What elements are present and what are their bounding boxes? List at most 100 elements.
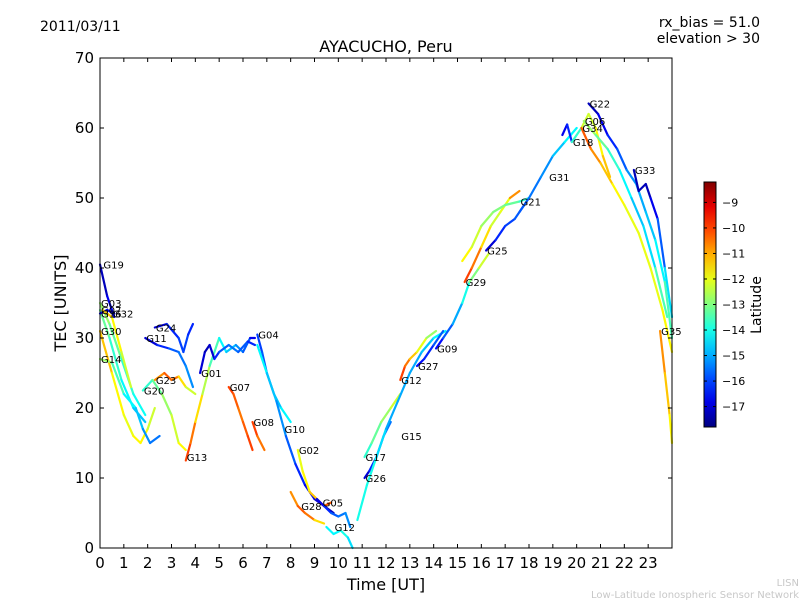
series-G01 bbox=[199, 340, 257, 375]
series-label-G25: G25 bbox=[487, 247, 507, 258]
series-segment bbox=[98, 308, 111, 340]
series-segment bbox=[594, 133, 609, 151]
y-tick-label: 40 bbox=[75, 259, 94, 277]
series-segment bbox=[663, 280, 674, 340]
series-segment bbox=[611, 182, 626, 207]
series-G27 bbox=[415, 329, 445, 368]
series-segment bbox=[218, 343, 230, 354]
colorbar-tick-label: −14 bbox=[722, 324, 745, 337]
series-segment bbox=[177, 350, 187, 368]
series-segment bbox=[122, 392, 137, 410]
series-segment bbox=[630, 196, 645, 228]
series-label-G07: G07 bbox=[101, 306, 121, 317]
series-segment bbox=[256, 343, 268, 375]
series-label-G10: G10 bbox=[285, 425, 305, 436]
series-G03 bbox=[98, 301, 147, 417]
series-G23 bbox=[153, 371, 197, 396]
series-segment bbox=[380, 406, 392, 424]
y-tick-label: 10 bbox=[75, 469, 94, 487]
series-segment bbox=[451, 301, 464, 326]
series-segment bbox=[485, 238, 497, 252]
series-segment bbox=[151, 378, 164, 396]
footer-lisn: LISN bbox=[777, 578, 799, 589]
series-label-G32: G32 bbox=[113, 310, 133, 321]
colorbar-label: Latitude bbox=[749, 276, 765, 334]
series-segment bbox=[182, 333, 190, 354]
series-segment bbox=[322, 504, 333, 515]
series-segment bbox=[153, 371, 166, 382]
plot-background bbox=[100, 58, 672, 548]
y-tick-label: 30 bbox=[75, 329, 94, 347]
y-tick-label: 50 bbox=[75, 189, 94, 207]
series-segment bbox=[208, 343, 216, 361]
series-label-G29: G29 bbox=[466, 278, 486, 289]
series-segment bbox=[570, 126, 583, 144]
series-segment bbox=[132, 406, 147, 424]
series-segment bbox=[508, 189, 521, 200]
series-label-G24: G24 bbox=[156, 324, 176, 335]
series-label-G23: G23 bbox=[156, 376, 176, 387]
series-segment bbox=[256, 434, 266, 452]
series-labels: G19G03G07G16G32G30G14G24G11G23G20G13G04G… bbox=[101, 100, 682, 535]
series-segment bbox=[539, 154, 554, 179]
series-label-G08: G08 bbox=[254, 418, 274, 429]
series-segment bbox=[480, 224, 492, 249]
rx-bias-label: rx_bias = 51.0 bbox=[659, 15, 760, 31]
series-segment bbox=[275, 399, 287, 438]
series-segment bbox=[663, 266, 674, 319]
series-segment bbox=[434, 336, 445, 350]
series-segment bbox=[251, 420, 259, 438]
series-segment bbox=[148, 434, 161, 445]
series-G18 bbox=[561, 112, 612, 179]
series-label-G09: G09 bbox=[437, 345, 457, 356]
x-tick-label: 8 bbox=[286, 554, 296, 572]
series-segment bbox=[110, 371, 125, 417]
series-segment bbox=[470, 224, 483, 249]
series-segment bbox=[146, 406, 156, 431]
x-tick-label: 4 bbox=[191, 554, 201, 572]
series-segment bbox=[480, 210, 495, 228]
series-label-G12: G12 bbox=[335, 523, 355, 534]
series-segment bbox=[227, 385, 235, 396]
series-G14 bbox=[98, 357, 161, 445]
y-axis-label: TEC [UNITS] bbox=[51, 255, 70, 353]
series-segment bbox=[201, 364, 211, 396]
chart-title: AYACUCHO, Peru bbox=[319, 37, 452, 56]
series-label-G11: G11 bbox=[146, 334, 166, 345]
series-label-G04: G04 bbox=[258, 331, 278, 342]
series-segment bbox=[606, 133, 619, 151]
series-segment bbox=[177, 336, 185, 354]
series-segment bbox=[232, 392, 240, 410]
series-segment bbox=[658, 329, 666, 375]
series-segment bbox=[415, 336, 428, 354]
series-segment bbox=[308, 490, 318, 501]
series-segment bbox=[492, 203, 507, 214]
x-tick-label: 19 bbox=[543, 554, 562, 572]
series-segment bbox=[656, 217, 666, 270]
series-G06 bbox=[582, 119, 669, 319]
colorbar: −17 −16 −15 −14 −13 −12 −11 −10 −9 bbox=[703, 181, 745, 428]
series-segment bbox=[122, 413, 135, 438]
series-segment bbox=[132, 392, 147, 417]
series-segment bbox=[527, 175, 543, 200]
series-segment bbox=[303, 511, 316, 522]
series-segment bbox=[625, 168, 638, 186]
series-segment bbox=[632, 168, 640, 193]
series-segment bbox=[623, 203, 640, 235]
series-segment bbox=[408, 350, 423, 375]
series-G05 bbox=[315, 497, 352, 529]
series-segment bbox=[225, 343, 237, 354]
series-label-G27: G27 bbox=[418, 362, 438, 373]
series-segment bbox=[420, 336, 435, 354]
series-segment bbox=[375, 427, 388, 459]
x-tick-label: 13 bbox=[400, 554, 419, 572]
series-segment bbox=[494, 224, 507, 242]
series-segment bbox=[98, 263, 109, 298]
series-label-G35: G35 bbox=[661, 327, 681, 338]
series-segment bbox=[325, 525, 335, 536]
series-segment bbox=[365, 455, 378, 487]
series-segment bbox=[599, 161, 614, 186]
series-segment bbox=[415, 357, 426, 368]
series-segment bbox=[370, 420, 383, 445]
